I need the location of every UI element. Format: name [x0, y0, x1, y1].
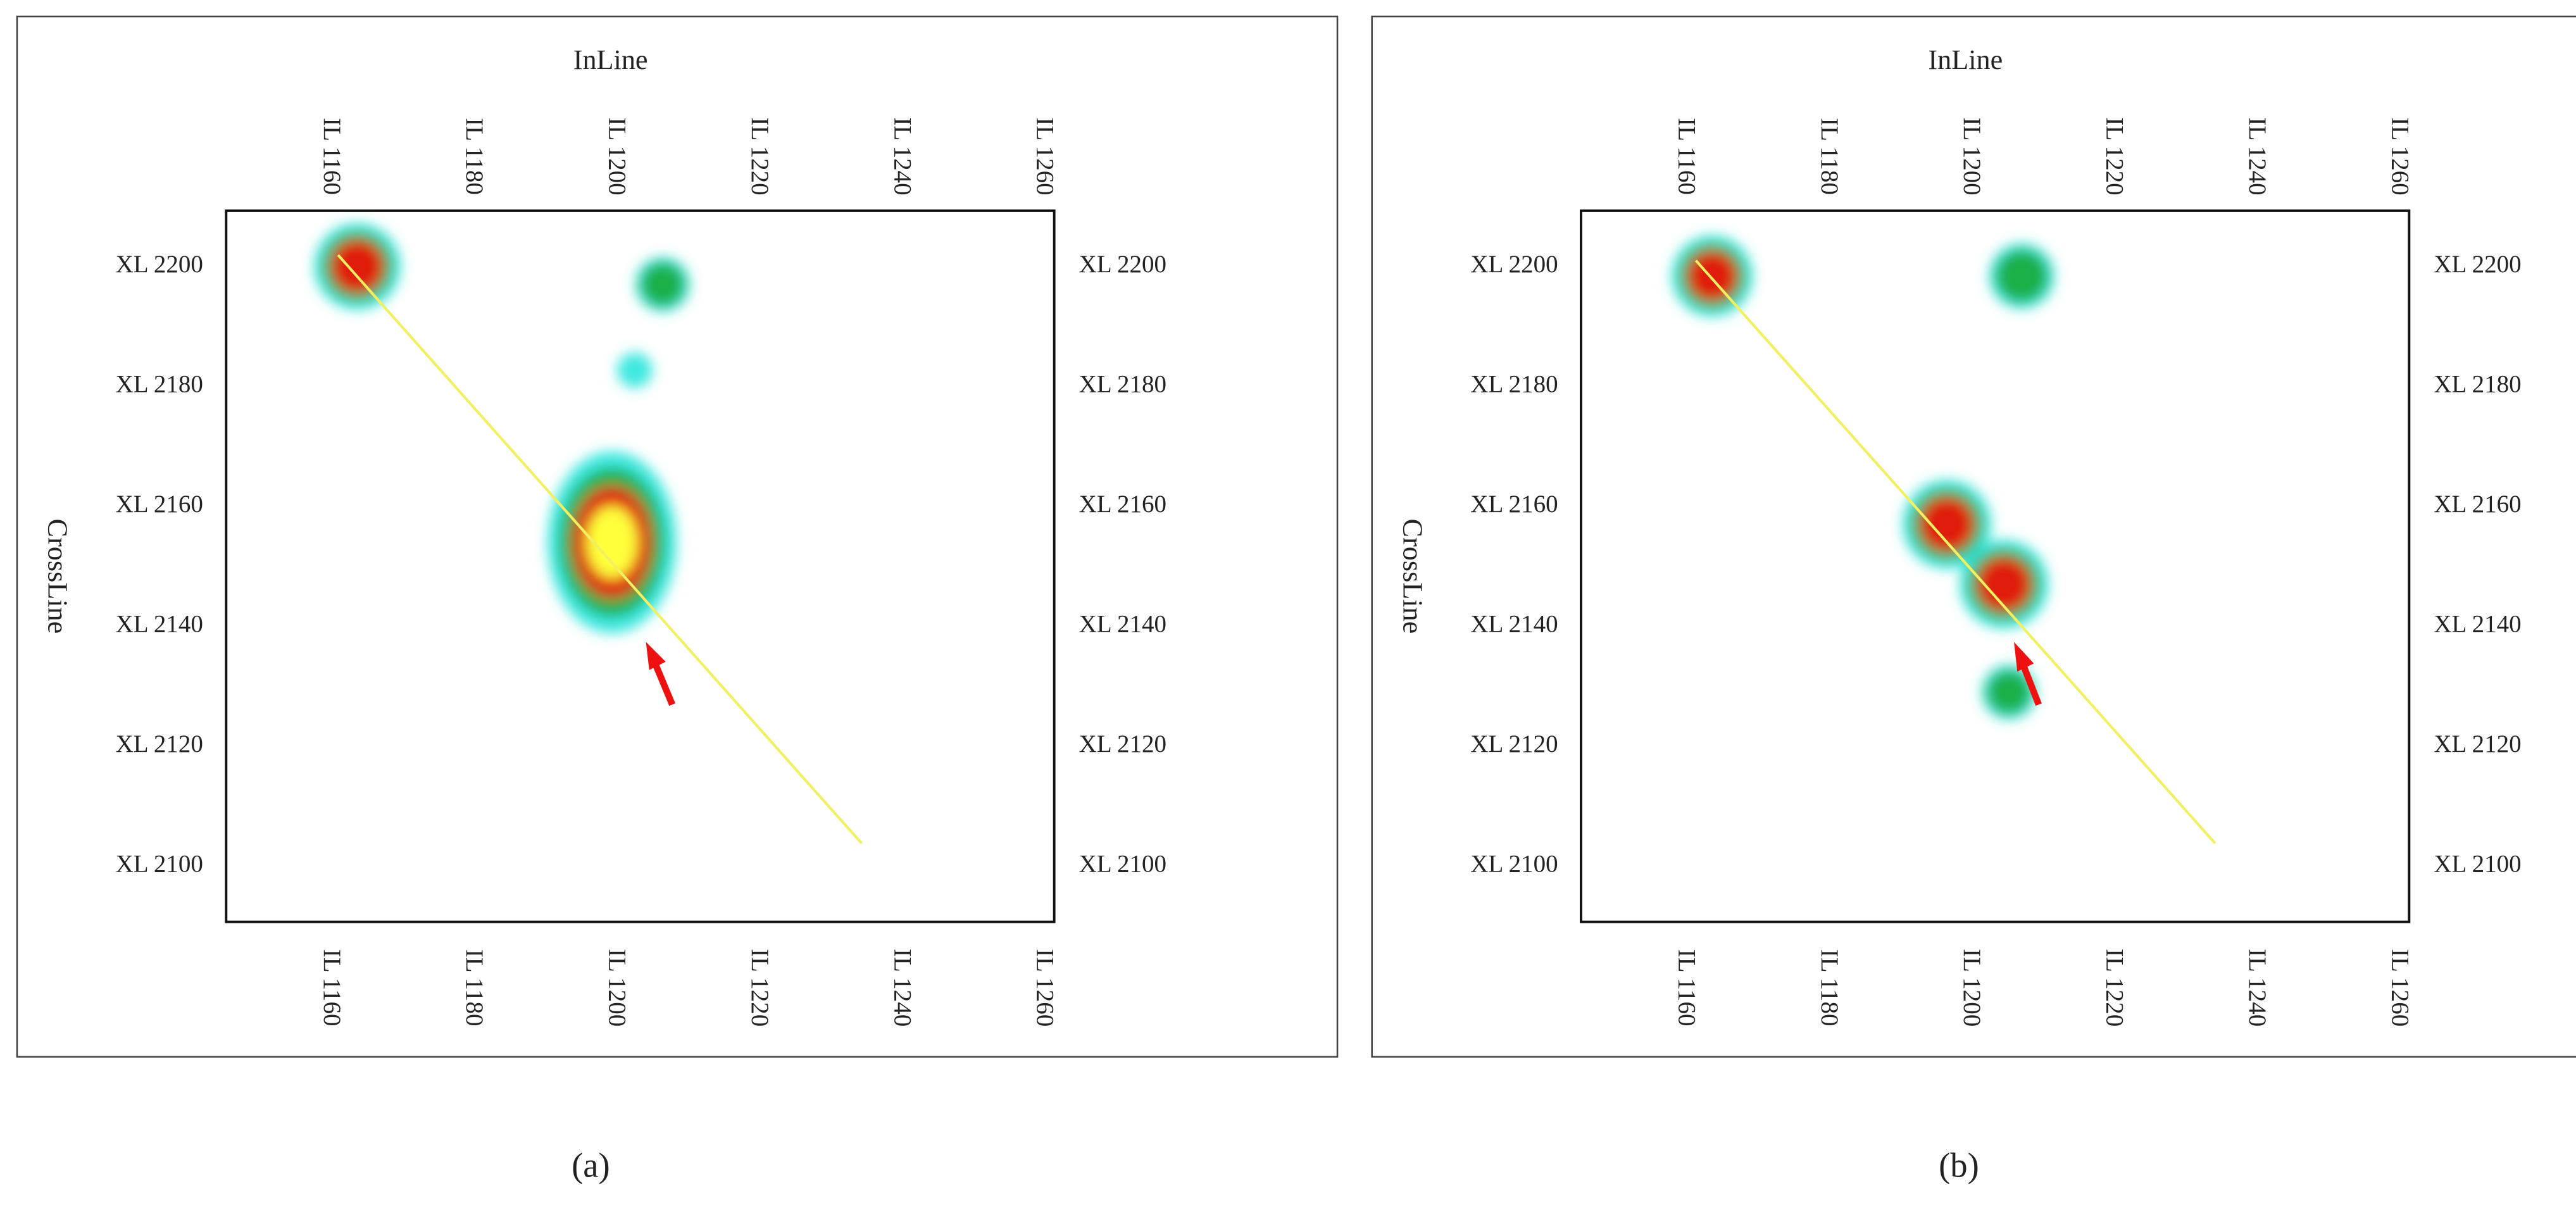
trace-line: [1694, 259, 2216, 844]
y-tick-label-right: XL 2180: [2434, 370, 2521, 397]
y-tick-label-left: XL 2200: [1470, 251, 1558, 278]
x-tick-label-bottom: IL 1220: [2101, 949, 2129, 1027]
x-tick-label-top: IL 1240: [2244, 118, 2271, 196]
x-tick-label-top: IL 1260: [1032, 118, 1059, 196]
x-tick-label-bottom: IL 1160: [1673, 949, 1700, 1027]
y-tick-label-right: XL 2100: [2434, 850, 2521, 877]
x-tick-label-top: IL 1180: [461, 118, 488, 195]
x-tick-label-bottom: IL 1260: [2386, 949, 2413, 1027]
x-tick-label-bottom: IL 1180: [1816, 949, 1843, 1027]
y-tick-label-left: XL 2180: [116, 370, 203, 397]
caption: (a): [572, 1146, 610, 1184]
y-tick-label-right: XL 2160: [2434, 490, 2521, 518]
y-axis-title: CrossLine: [42, 519, 73, 634]
y-tick-label-left: XL 2140: [1470, 610, 1558, 637]
y-tick-label-left: XL 2140: [116, 610, 203, 637]
x-tick-label-bottom: IL 1240: [2244, 949, 2271, 1027]
y-tick-label-left: XL 2160: [116, 490, 203, 518]
x-tick-label-bottom: IL 1180: [461, 949, 488, 1027]
blob-core: [640, 262, 685, 307]
y-tick-label-right: XL 2120: [1079, 730, 1166, 758]
x-tick-label-top: IL 1260: [2386, 118, 2413, 196]
y-tick-label-right: XL 2200: [1079, 251, 1166, 278]
blob-core: [1976, 556, 2032, 612]
y-tick-label-left: XL 2160: [1470, 490, 1558, 518]
blob-core: [330, 239, 384, 294]
x-tick-label-top: IL 1200: [604, 118, 631, 196]
blob-core: [1687, 251, 1737, 301]
y-tick-label-right: XL 2140: [1079, 610, 1166, 637]
x-tick-label-top: IL 1220: [746, 118, 773, 196]
x-tick-label-top: IL 1200: [1958, 118, 1985, 196]
x-tick-label-top: IL 1180: [1816, 118, 1843, 195]
x-tick-label-top: IL 1240: [889, 118, 916, 196]
y-tick-label-left: XL 2120: [116, 730, 203, 758]
y-tick-label-right: XL 2180: [1079, 370, 1166, 397]
x-tick-label-top: IL 1160: [318, 118, 346, 195]
y-tick-label-left: XL 2100: [116, 850, 203, 877]
x-tick-label-bottom: IL 1200: [604, 949, 631, 1027]
x-tick-label-bottom: IL 1260: [1032, 949, 1059, 1027]
x-tick-label-bottom: IL 1200: [1958, 949, 1985, 1027]
y-tick-label-right: XL 2120: [2434, 730, 2521, 758]
y-tick-label-left: XL 2200: [116, 251, 203, 278]
x-tick-label-bottom: IL 1160: [318, 949, 346, 1027]
heat-layer: [1672, 235, 2054, 720]
y-tick-label-left: XL 2120: [1470, 730, 1558, 758]
panel: InLine CrossLine (b) IL 1160 IL 1160 IL 1180 I…: [1371, 15, 2576, 1184]
y-tick-label-right: XL 2200: [2434, 251, 2521, 278]
x-tick-label-bottom: IL 1240: [889, 949, 916, 1027]
trace-line: [337, 254, 863, 844]
blob: [617, 353, 653, 388]
y-tick-label-right: XL 2160: [1079, 490, 1166, 518]
blob-core: [1919, 497, 1975, 552]
caption: (b): [1939, 1146, 1979, 1184]
y-axis-title: CrossLine: [1397, 519, 1428, 634]
y-tick-label-left: XL 2180: [1470, 370, 1558, 397]
x-axis-title: InLine: [573, 44, 648, 75]
panel: InLine CrossLine (a) IL 1160 IL 1160 IL 1180 I…: [16, 15, 1339, 1184]
x-tick-label-top: IL 1160: [1673, 118, 1700, 195]
blob-core: [1986, 670, 2032, 715]
x-axis-title: InLine: [1928, 44, 2003, 75]
y-tick-label-left: XL 2100: [1470, 850, 1558, 877]
panel-frame: [16, 15, 1339, 1058]
y-tick-label-right: XL 2100: [1079, 850, 1166, 877]
x-tick-label-top: IL 1220: [2101, 118, 2129, 196]
blob-core: [1995, 249, 2049, 303]
arrow-a: [646, 642, 675, 706]
blob-core: [586, 506, 638, 579]
y-tick-label-right: XL 2140: [2434, 610, 2521, 637]
arrow-b: [2014, 642, 2042, 706]
heat-layer: [314, 223, 690, 634]
panel-frame: [1371, 15, 2576, 1058]
x-tick-label-bottom: IL 1220: [746, 949, 773, 1027]
